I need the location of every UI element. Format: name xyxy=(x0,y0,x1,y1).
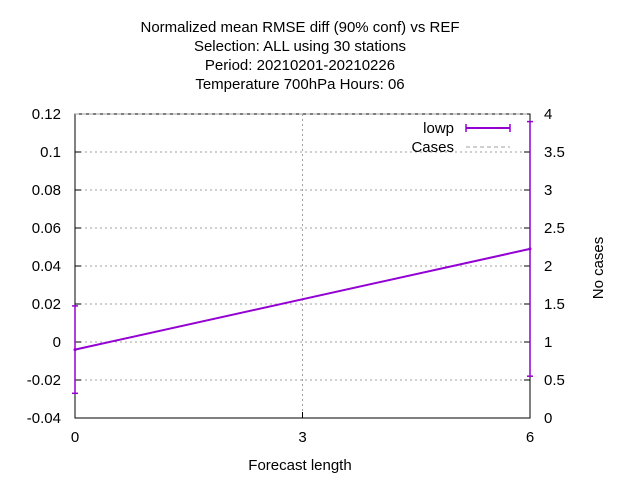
y-tick-label: -0.02 xyxy=(27,372,61,389)
x-axis-label: Forecast length xyxy=(248,457,351,474)
chart-title-line: Selection: ALL using 30 stations xyxy=(194,38,406,55)
y2-axis-label: No cases xyxy=(590,237,607,300)
y-tick-label: 0.04 xyxy=(32,258,61,275)
grid-lines xyxy=(75,114,530,418)
y2-tick-label: 4 xyxy=(544,106,552,123)
y-tick-label: 0.02 xyxy=(32,296,61,313)
y2-tick-label: 2 xyxy=(544,258,552,275)
legend-label: Cases xyxy=(411,139,454,156)
x-tick-label: 6 xyxy=(526,429,534,446)
series-layer xyxy=(72,113,533,395)
y-tick-label: -0.04 xyxy=(27,410,61,427)
y2-axis-ticks: 0 0.5 1 1.5 2 2.5 3 3.5 4 xyxy=(524,106,565,427)
data-point xyxy=(528,247,532,251)
y-tick-label: 0.08 xyxy=(32,182,61,199)
y2-tick-label: 3 xyxy=(544,182,552,199)
series-line-lowp xyxy=(74,247,531,351)
x-axis-ticks: 0 3 6 xyxy=(71,412,534,446)
y2-tick-label: 1 xyxy=(544,334,552,351)
chart-title-line: Period: 20210201-20210226 xyxy=(205,57,395,74)
legend: lowp Cases xyxy=(411,120,511,156)
y2-tick-label: 0 xyxy=(544,410,552,427)
y-tick-label: 0.12 xyxy=(32,106,61,123)
legend-label: lowp xyxy=(423,120,454,137)
x-tick-label: 0 xyxy=(71,429,79,446)
y2-tick-label: 3.5 xyxy=(544,144,565,161)
y-tick-label: 0.06 xyxy=(32,220,61,237)
y-axis-ticks: -0.04 -0.02 0 0.02 0.04 0.06 0.08 0.1 0.12 xyxy=(27,106,81,427)
y2-tick-label: 0.5 xyxy=(544,372,565,389)
y2-tick-label: 1.5 xyxy=(544,296,565,313)
data-point xyxy=(73,348,77,352)
y-tick-label: 0.1 xyxy=(40,144,61,161)
y-tick-label: 0 xyxy=(53,334,61,351)
y2-tick-label: 2.5 xyxy=(544,220,565,237)
chart-title: Normalized mean RMSE diff (90% conf) vs … xyxy=(141,19,460,93)
x-tick-label: 3 xyxy=(298,429,306,446)
chart-title-line: Normalized mean RMSE diff (90% conf) vs … xyxy=(141,19,460,36)
chart-title-line: Temperature 700hPa Hours: 06 xyxy=(195,76,404,93)
